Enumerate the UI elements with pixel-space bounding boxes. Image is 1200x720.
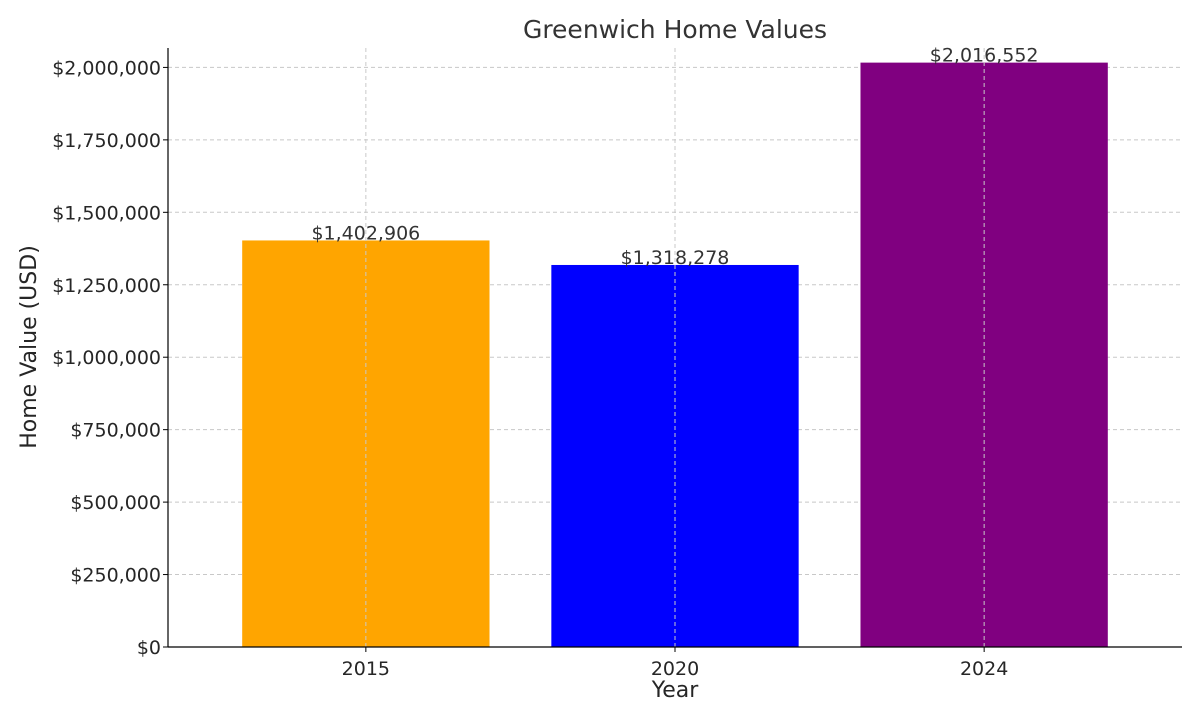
vertical-grid: [365, 48, 985, 647]
bar-value-label: $1,318,278: [621, 247, 730, 269]
y-tick-label: $1,500,000: [52, 202, 161, 224]
x-tick-label: 2015: [342, 658, 390, 680]
y-tick-label: $1,250,000: [52, 275, 161, 297]
x-axis-title: Year: [651, 678, 700, 703]
x-tick-label: 2024: [960, 658, 1008, 680]
y-tick-label: $750,000: [70, 420, 161, 442]
y-tick-label: $2,000,000: [52, 57, 161, 79]
y-tick-label: $250,000: [70, 565, 161, 587]
data-labels: $1,402,906 $1,318,278 $2,016,552: [311, 45, 1038, 269]
bar-value-label: $1,402,906: [311, 222, 420, 244]
bar-value-label: $2,016,552: [930, 45, 1039, 67]
y-tick-label: $1,750,000: [52, 130, 161, 152]
y-tick-label: $0: [137, 637, 161, 659]
y-tick-label: $1,000,000: [52, 347, 161, 369]
x-tick-label: 2020: [651, 658, 699, 680]
y-axis-title: Home Value (USD): [17, 245, 42, 449]
y-tick-label: $500,000: [70, 492, 161, 514]
y-axis-ticks: $0 $250,000 $500,000 $750,000 $1,000,000 $1,2…: [52, 57, 168, 659]
chart-title: Greenwich Home Values: [523, 15, 827, 44]
x-axis-ticks: 2015 2020 2024: [342, 647, 1008, 680]
